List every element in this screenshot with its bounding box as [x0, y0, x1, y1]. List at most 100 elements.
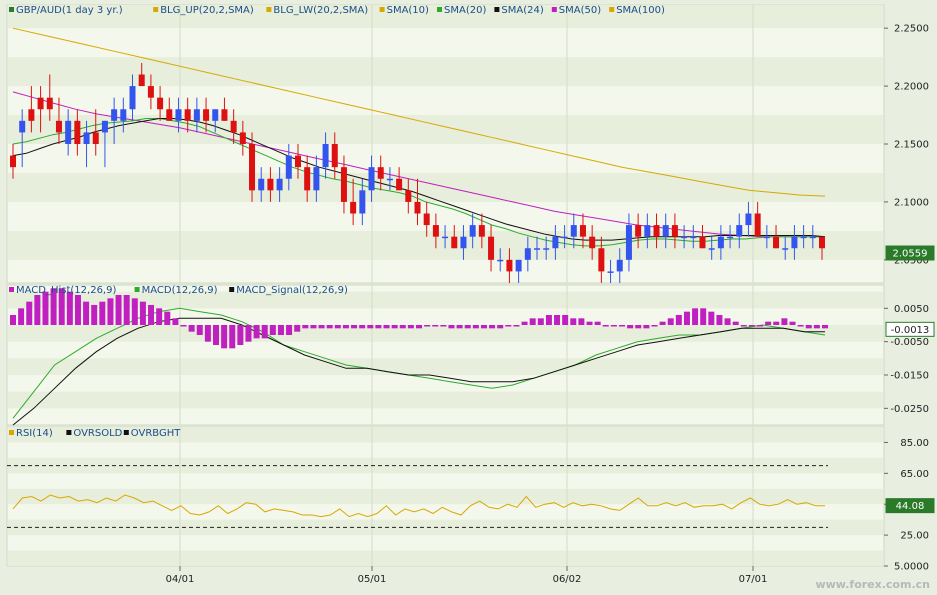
candle-body: [147, 86, 154, 98]
candle-body: [386, 178, 393, 181]
macd-hist-bar: [269, 325, 276, 335]
legend-swatch: [266, 7, 272, 12]
sma24-line: [12, 118, 826, 241]
macd-hist-bar: [229, 325, 236, 349]
macd-hist-bar: [610, 325, 617, 327]
macd-hist-bar: [34, 295, 41, 325]
macd-hist-bar: [172, 318, 179, 325]
candle-body: [74, 120, 81, 144]
macd-hist-bar: [521, 321, 528, 325]
candle-body: [340, 167, 347, 202]
legend-swatch: [66, 430, 72, 435]
candle-body: [258, 178, 265, 191]
candle-body: [414, 201, 421, 214]
macd-hist-bar: [391, 325, 398, 329]
candle-body: [662, 225, 669, 237]
macd-hist-bar: [148, 305, 155, 325]
macd-hist-bar: [700, 308, 707, 325]
macd-hist-bar: [99, 301, 106, 325]
macd-hist-bar: [294, 325, 301, 332]
macd-hist-bar: [562, 315, 569, 325]
legend-label: SMA(24): [501, 5, 543, 16]
legend-swatch: [229, 287, 235, 292]
candle-body: [506, 259, 513, 272]
last-macd-badge-bg: [885, 321, 935, 337]
macd-hist-bar: [107, 298, 114, 325]
candle-body: [267, 178, 274, 191]
macd-hist-bar: [196, 325, 203, 335]
macd-hist-bar: [310, 325, 317, 329]
candle-body: [10, 155, 16, 168]
candle-body: [83, 132, 90, 144]
y-tick-label: 2.2500: [894, 24, 929, 35]
legend-label: MACD_Hist(12,26,9): [16, 285, 116, 296]
candle-body: [717, 236, 724, 249]
candle-body: [285, 155, 292, 179]
macd-hist-bar: [18, 308, 25, 325]
macd-hist-bar: [602, 325, 609, 327]
candle-body: [754, 213, 761, 237]
macd-hist-bar: [505, 325, 512, 327]
candle-body: [166, 109, 173, 121]
legend-swatch: [9, 7, 14, 12]
legend-label: SMA(100): [616, 5, 665, 16]
candle-body: [405, 190, 412, 202]
candle-body: [534, 248, 541, 250]
macd-hist-bar: [188, 325, 195, 332]
legend-label: BLG_LW(20,2,SMA): [273, 5, 368, 16]
candle-body: [331, 144, 338, 168]
candle-body: [727, 236, 734, 239]
candle-body: [304, 167, 311, 191]
macd-band: [8, 391, 883, 409]
candle-body: [249, 144, 256, 191]
macd-hist-bar: [594, 321, 601, 325]
candle-body: [157, 97, 164, 110]
macd-hist-bar: [42, 291, 49, 325]
macd-hist-bar: [619, 325, 625, 327]
macd-hist-bar: [627, 325, 634, 329]
candle-body: [745, 213, 752, 226]
candle-body: [101, 120, 108, 133]
last-price-badge-bg: [885, 245, 935, 261]
macd-hist-bar: [529, 318, 536, 325]
candle-body: [625, 225, 632, 260]
macd-hist-bar: [407, 325, 414, 329]
last-rsi-badge: 44.08: [896, 501, 925, 512]
rsi-band: [8, 519, 883, 536]
macd-hist-bar: [537, 318, 544, 325]
legend-swatch: [494, 7, 500, 12]
macd-hist-bar: [643, 325, 650, 329]
legend-label: GBP/AUD(1 day 3 yr.): [16, 5, 123, 16]
x-tick-label: 06/02: [553, 574, 582, 585]
candle-body: [469, 225, 476, 237]
candle-body: [359, 190, 366, 214]
y-tick-label: 25.00: [900, 531, 929, 542]
macd-hist-bar: [716, 315, 723, 325]
macd-hist-bar: [286, 325, 293, 335]
rsi-band: [8, 457, 883, 474]
macd-hist-bar: [221, 325, 228, 349]
macd-hist-bar: [237, 325, 244, 345]
y-tick-label: 2.1500: [894, 140, 929, 151]
legend-swatch: [609, 7, 615, 12]
rsi-line: [12, 494, 825, 518]
macd-hist-bar: [570, 318, 577, 325]
macd-hist-bar: [513, 325, 520, 327]
macd-hist-bar: [367, 325, 374, 329]
macd-hist-bar: [66, 291, 73, 325]
y-tick-label: 65.00: [900, 469, 929, 480]
y-tick-label: 2.2000: [894, 82, 929, 93]
macd-hist-bar: [131, 298, 138, 325]
macd-hist-bar: [334, 325, 341, 329]
legend-label: MACD_Signal(12,26,9): [236, 285, 348, 296]
candle-body: [111, 109, 118, 121]
candle-body: [92, 132, 99, 144]
macd-hist-bar: [732, 321, 739, 325]
macd-hist-bar: [822, 325, 828, 329]
macd-hist-bar: [765, 321, 772, 325]
candle-body: [773, 236, 780, 249]
macd-hist-bar: [635, 325, 642, 329]
candle-body: [497, 259, 504, 262]
macd-hist-bar: [578, 318, 585, 325]
